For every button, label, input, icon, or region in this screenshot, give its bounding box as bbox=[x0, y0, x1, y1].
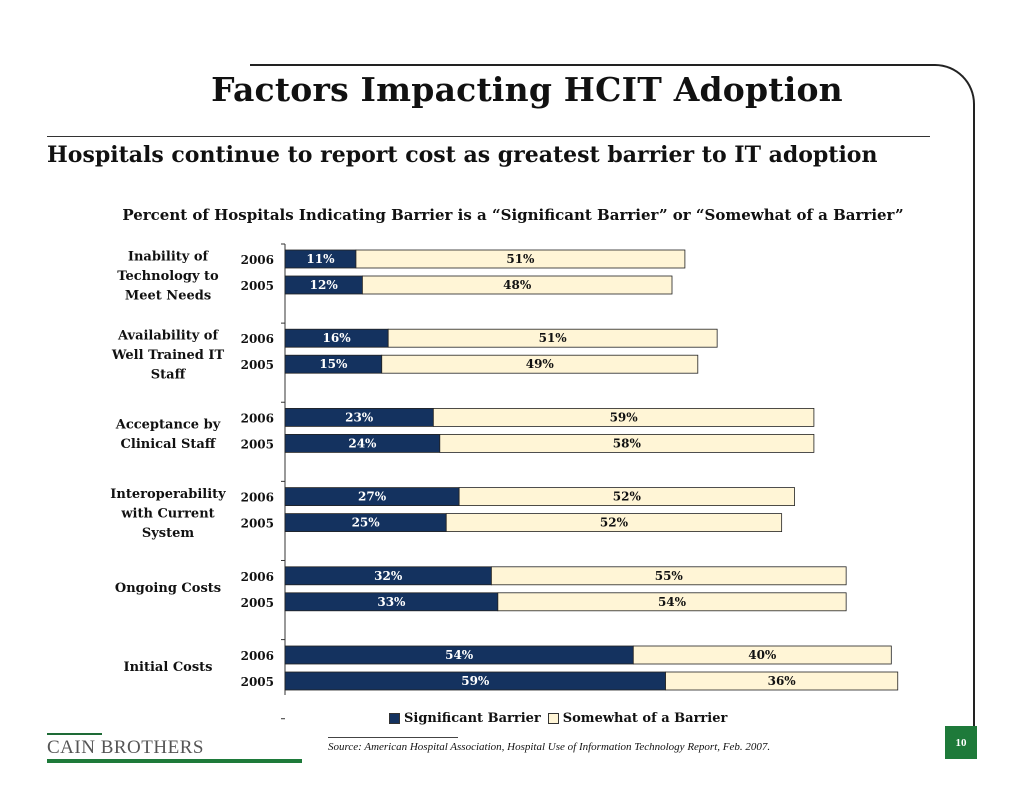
category-label: Technology to bbox=[117, 269, 219, 284]
data-label-significant: 27% bbox=[358, 490, 387, 504]
legend-swatch-somewhat bbox=[547, 713, 559, 724]
category-label: Interoperability bbox=[110, 487, 226, 502]
year-label: 2005 bbox=[241, 358, 274, 372]
year-label: 2006 bbox=[241, 491, 274, 505]
category-label: Clinical Staff bbox=[121, 437, 217, 452]
category-label: Staff bbox=[151, 368, 187, 383]
category-label: with Current bbox=[120, 507, 214, 522]
category-label: Meet Needs bbox=[125, 289, 211, 304]
source-divider bbox=[328, 737, 458, 738]
data-label-somewhat: 48% bbox=[503, 278, 532, 292]
year-label: 2005 bbox=[241, 675, 274, 689]
title-divider bbox=[47, 136, 930, 137]
page-number: 10 bbox=[945, 726, 977, 759]
legend-item-somewhat: Somewhat of a Barrier bbox=[547, 711, 728, 726]
data-label-somewhat: 55% bbox=[655, 569, 684, 583]
data-label-somewhat: 51% bbox=[539, 331, 568, 345]
bar-somewhat bbox=[445, 513, 783, 532]
frame-right-border bbox=[973, 112, 975, 732]
data-label-significant: 32% bbox=[374, 569, 403, 583]
bar-somewhat bbox=[355, 249, 686, 269]
bar-somewhat bbox=[632, 645, 892, 665]
bar-somewhat bbox=[387, 328, 718, 348]
data-label-significant: 59% bbox=[461, 674, 490, 688]
data-label-significant: 54% bbox=[445, 648, 474, 662]
data-label-significant: 16% bbox=[323, 331, 352, 345]
legend-label-somewhat: Somewhat of a Barrier bbox=[562, 711, 728, 726]
year-label: 2006 bbox=[241, 253, 274, 267]
year-label: 2005 bbox=[241, 279, 274, 293]
data-label-significant: 24% bbox=[348, 436, 377, 450]
category-label: System bbox=[142, 526, 195, 541]
source-note: Source: American Hospital Association, H… bbox=[328, 741, 771, 753]
data-label-somewhat: 54% bbox=[658, 595, 687, 609]
data-label-significant: 15% bbox=[319, 357, 348, 371]
bar-somewhat bbox=[497, 592, 847, 612]
slide-subtitle: Hospitals continue to report cost as gre… bbox=[47, 142, 878, 168]
logo-underline bbox=[47, 759, 302, 763]
bar-somewhat bbox=[432, 407, 815, 427]
bar-somewhat bbox=[458, 487, 795, 507]
category-label: Well Trained IT bbox=[111, 348, 225, 363]
data-label-somewhat: 36% bbox=[768, 674, 797, 688]
legend-label-significant: Significant Barrier bbox=[404, 711, 541, 726]
data-label-significant: 23% bbox=[345, 410, 374, 424]
data-label-somewhat: 59% bbox=[610, 410, 639, 424]
legend-swatch-significant bbox=[389, 713, 400, 724]
bar-somewhat bbox=[665, 671, 899, 691]
year-label: 2005 bbox=[241, 596, 274, 610]
slide-title: Factors Impacting HCIT Adoption bbox=[211, 70, 843, 109]
year-label: 2006 bbox=[241, 411, 274, 425]
year-label: 2005 bbox=[241, 437, 274, 451]
logo-accent-line bbox=[47, 733, 102, 735]
data-label-somewhat: 49% bbox=[526, 357, 555, 371]
logo-text: CAIN BROTHERS bbox=[47, 737, 204, 758]
bar-somewhat bbox=[439, 433, 815, 453]
year-label: 2006 bbox=[241, 570, 274, 584]
year-label: 2006 bbox=[241, 649, 274, 663]
data-label-somewhat: 51% bbox=[506, 252, 535, 266]
data-label-significant: 12% bbox=[310, 278, 339, 292]
chart-legend: Significant Barrier Somewhat of a Barrie… bbox=[389, 711, 734, 726]
legend-item-significant: Significant Barrier bbox=[389, 711, 541, 726]
data-label-somewhat: 52% bbox=[600, 516, 629, 530]
category-label: Acceptance by bbox=[115, 418, 221, 433]
year-label: 2005 bbox=[241, 517, 274, 531]
chart-title: Percent of Hospitals Indicating Barrier … bbox=[122, 206, 904, 224]
bar-somewhat bbox=[490, 566, 847, 586]
data-label-somewhat: 52% bbox=[613, 490, 642, 504]
data-label-significant: 11% bbox=[306, 252, 335, 266]
data-label-significant: 25% bbox=[352, 516, 381, 530]
data-label-significant: 33% bbox=[377, 595, 406, 609]
year-label: 2006 bbox=[241, 332, 274, 346]
bar-somewhat bbox=[381, 354, 699, 374]
data-label-somewhat: 40% bbox=[748, 648, 777, 662]
bar-somewhat bbox=[361, 275, 673, 295]
frame-top-border bbox=[250, 64, 925, 66]
category-label: Initial Costs bbox=[124, 660, 213, 675]
category-label: Inability of bbox=[128, 250, 210, 265]
company-logo: CAIN BROTHERS bbox=[47, 733, 302, 763]
category-label: Availability of bbox=[117, 329, 219, 344]
category-label: Ongoing Costs bbox=[115, 581, 221, 596]
data-label-somewhat: 58% bbox=[613, 436, 642, 450]
